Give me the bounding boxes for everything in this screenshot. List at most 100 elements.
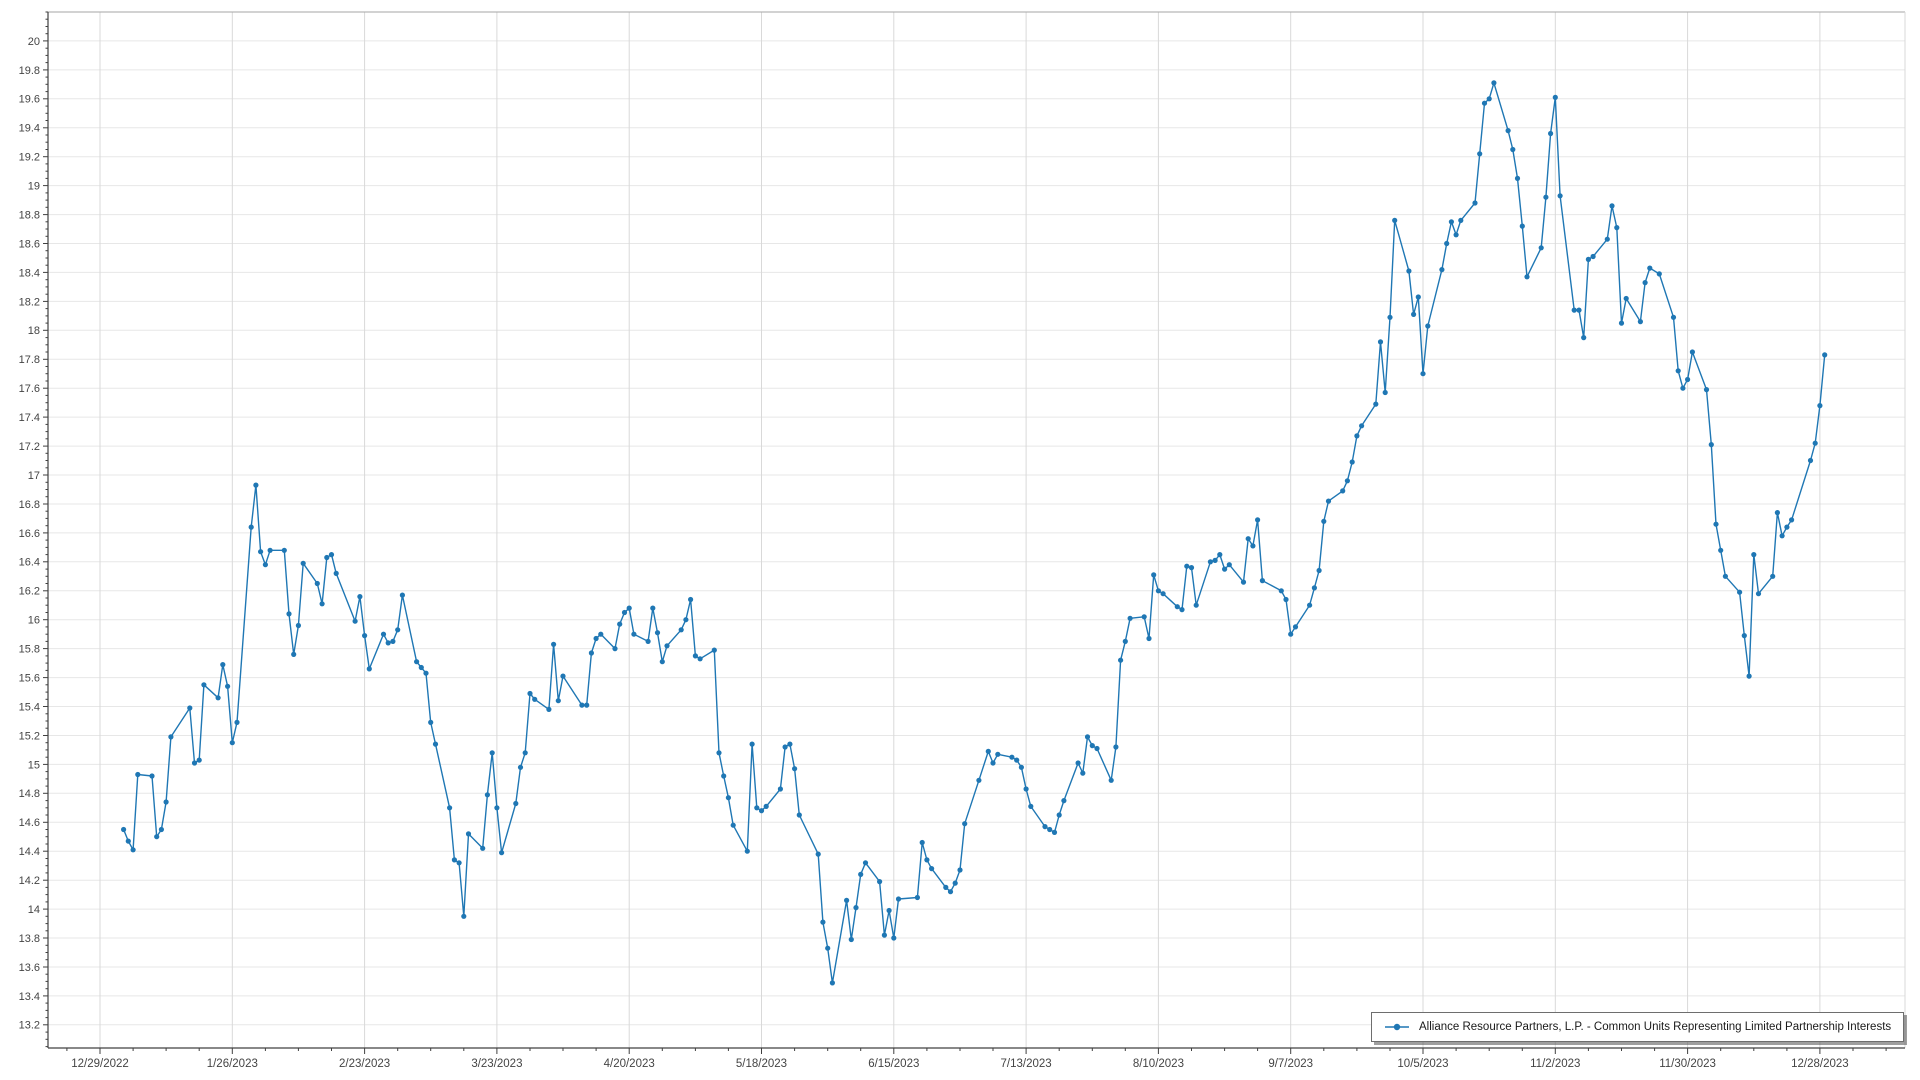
data-point [1415,294,1421,300]
x-tick-label: 11/2/2023 [1530,1058,1580,1070]
data-point [234,719,240,726]
data-point [1656,271,1662,277]
y-tick-label: 17.6 [19,383,40,395]
data-point [1184,563,1190,569]
data-point [1094,745,1100,752]
data-point [1458,217,1464,223]
data-point [1571,307,1577,313]
data-point [1292,624,1299,630]
data-point [291,651,297,658]
data-point [489,750,495,756]
data-point [201,682,207,688]
y-tick-label: 16.4 [19,557,40,569]
data-point [1708,442,1714,448]
data-point [1576,307,1582,313]
data-point [1028,803,1034,810]
data-point [862,860,869,866]
data-point [1240,579,1247,585]
data-point [1548,130,1554,137]
data-point [787,741,793,747]
data-point [1179,607,1185,613]
data-point [1789,517,1795,523]
x-tick-label: 7/13/2023 [1001,1058,1052,1070]
data-point [626,605,632,611]
data-point [692,653,699,659]
data-point [792,766,798,772]
data-point [598,631,604,637]
data-point [1051,829,1058,836]
data-point [484,792,490,798]
data-point [499,850,505,856]
data-point [1392,217,1398,223]
data-point [1585,256,1591,262]
data-point [1642,280,1648,286]
data-point [1023,786,1029,792]
data-point [158,826,164,833]
data-point [456,860,462,866]
data-point [362,633,368,639]
y-tick-label: 13.2 [19,1020,40,1032]
data-point [191,760,198,766]
data-point [877,879,883,885]
data-point [1387,314,1393,320]
data-point [650,605,656,611]
y-tick-label: 16.2 [19,586,40,598]
data-point [1226,562,1232,568]
y-tick-label: 14 [28,904,40,916]
x-tick-label: 4/20/2023 [604,1058,655,1070]
x-tick-label: 12/29/2022 [71,1058,129,1070]
data-point [555,698,561,704]
data-point [149,773,155,779]
data-point [300,560,306,566]
data-point [924,857,930,863]
data-point [215,695,221,701]
data-point [1155,588,1161,594]
data-point [1472,200,1478,206]
data-point [121,826,127,833]
data-point [943,884,949,891]
data-point [295,622,301,629]
data-point [754,805,760,811]
data-point [1316,567,1322,574]
data-point [1061,798,1067,804]
y-tick-label: 16 [28,615,40,627]
data-point [1439,267,1445,273]
data-point [1311,585,1317,591]
data-point [1382,389,1388,396]
data-point [631,631,637,637]
data-point [461,913,467,919]
x-tick-label: 10/5/2023 [1397,1058,1448,1070]
legend: Alliance Resource Partners, L.P. - Commo… [1371,1012,1905,1042]
data-point [1557,193,1563,199]
data-point [414,659,420,665]
data-point [1406,268,1412,274]
data-point [319,601,325,607]
x-tick-label: 5/18/2023 [736,1058,787,1070]
data-point [1122,638,1128,645]
x-tick-label: 12/28/2023 [1791,1058,1849,1070]
data-point [248,524,254,530]
x-tick-label: 6/15/2023 [868,1058,919,1070]
data-point [1174,604,1180,610]
data-point [1453,232,1459,238]
y-tick-label: 19.4 [19,123,40,135]
data-point [1618,320,1625,326]
data-point [1552,94,1558,100]
data-point [995,751,1001,757]
x-tick-label: 8/10/2023 [1133,1058,1184,1070]
legend-label: Alliance Resource Partners, L.P. - Commo… [1419,1021,1892,1033]
data-point [1670,314,1677,320]
data-point [1807,457,1814,464]
data-point [848,936,854,943]
data-point [1420,371,1426,377]
data-point [225,683,231,689]
y-tick-label: 17 [28,470,40,482]
data-point [154,834,160,840]
data-point [1307,602,1313,608]
data-point [352,618,358,624]
data-point [1042,824,1048,830]
data-point [1685,376,1691,383]
data-point [1207,559,1213,565]
data-point [1349,459,1355,465]
